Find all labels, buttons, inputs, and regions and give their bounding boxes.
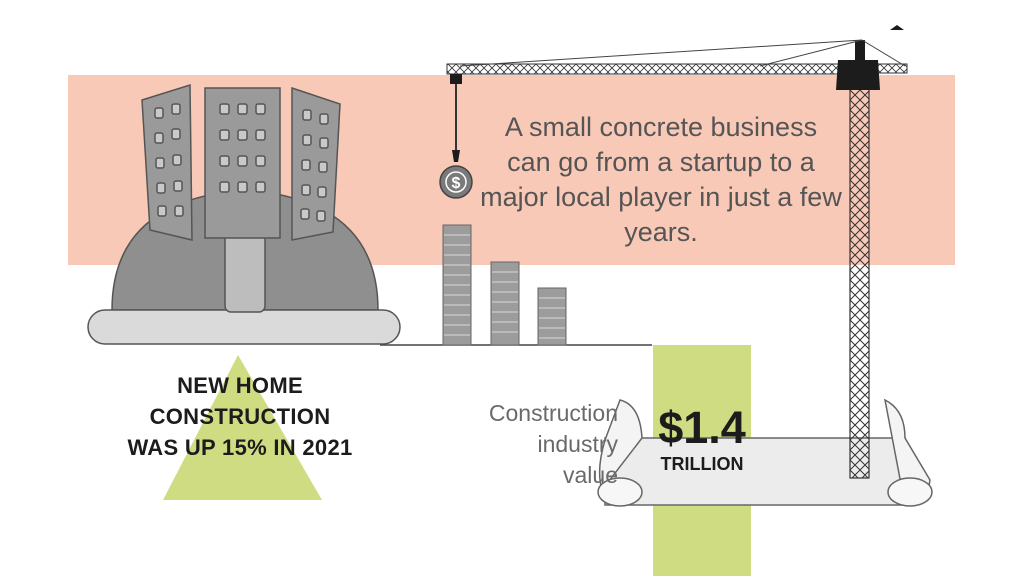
tagline: A small concrete business can go from a … xyxy=(480,112,842,247)
industry-value: $1.4 xyxy=(658,402,746,453)
buildings-icon xyxy=(141,83,341,241)
stat-line: NEW HOME xyxy=(177,373,303,398)
accent-triangle xyxy=(163,355,322,500)
coin-symbol: $ xyxy=(452,175,461,192)
industry-label-line: industry xyxy=(537,431,618,457)
industry-unit: TRILLION xyxy=(660,454,744,474)
dollar-coin-icon: $ xyxy=(439,165,473,199)
blueprint-scroll-icon xyxy=(597,398,933,507)
stat-line: WAS UP 15% IN 2021 xyxy=(127,435,353,460)
industry-label: Construction industry value xyxy=(440,398,618,491)
industry-label-line: Construction xyxy=(488,400,618,426)
crane-icon xyxy=(446,25,908,479)
stat-line: CONSTRUCTION xyxy=(149,404,331,429)
stacked-bars-icon xyxy=(442,224,567,346)
home-construction-stat: NEW HOME CONSTRUCTION WAS UP 15% IN 2021 xyxy=(95,370,385,463)
industry-label-line: value xyxy=(563,462,618,488)
